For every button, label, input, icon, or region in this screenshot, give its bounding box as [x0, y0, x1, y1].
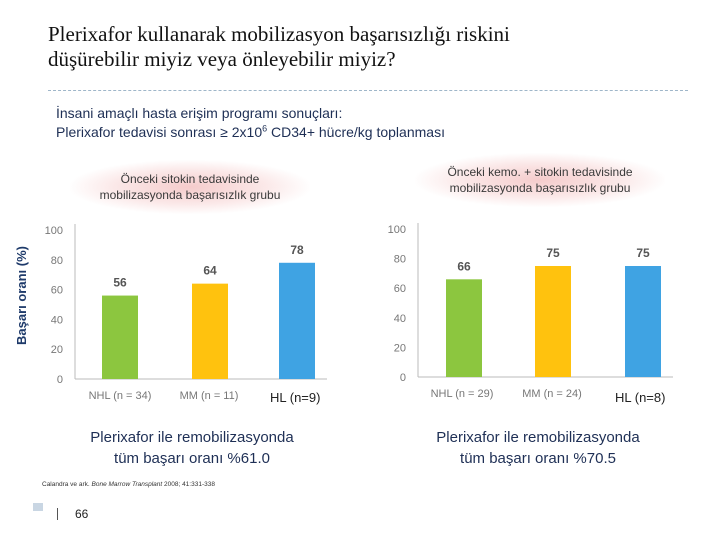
- left-category-label: MM (n = 11): [180, 390, 239, 402]
- right-bar: [446, 279, 482, 377]
- slide-title: Plerixafor kullanarak mobilizasyon başar…: [48, 22, 688, 72]
- right-bar-value-label: 75: [546, 246, 560, 260]
- right-category-label: NHL (n = 29): [431, 388, 494, 400]
- left-result: Plerixafor ile remobilizasyonda tüm başa…: [72, 427, 312, 469]
- left-y-tick-label: 20: [51, 344, 63, 356]
- right-result-line-2: tüm başarı oranı %70.5: [460, 450, 616, 467]
- left-y-tick-label: 40: [51, 314, 63, 326]
- title-line-2: düşürebilir miyiz veya önleyebilir miyiz…: [48, 47, 396, 71]
- right-y-tick-label: 0: [400, 372, 406, 384]
- subtitle-superscript: 6: [262, 123, 268, 134]
- left-y-tick-label: 80: [51, 255, 63, 267]
- right-bar: [625, 266, 661, 377]
- right-bar-value-label: 66: [457, 259, 471, 273]
- left-bar-value-label: 56: [113, 276, 127, 290]
- left-bar: [279, 262, 315, 379]
- right-category-label: MM (n = 24): [522, 388, 582, 400]
- reference-details: 2008; 41:331-338: [162, 481, 215, 488]
- left-bar: [192, 283, 228, 379]
- left-panel-header: Önceki sitokin tedavisinde mobilizasyond…: [70, 160, 310, 214]
- footer-divider: [57, 508, 58, 520]
- right-y-tick-label: 80: [394, 254, 406, 266]
- left-hl-label: HL (n=9): [270, 390, 321, 405]
- reference-journal: Bone Marrow Transplant: [91, 481, 163, 488]
- left-result-line-1: Plerixafor ile remobilizasyonda: [90, 429, 294, 446]
- subtitle: İnsani amaçlı hasta erişim programı sonu…: [56, 104, 445, 142]
- title-line-1: Plerixafor kullanarak mobilizasyon başar…: [48, 22, 510, 46]
- right-bar-value-label: 75: [636, 246, 650, 260]
- right-hl-label: HL (n=8): [615, 390, 666, 405]
- right-y-tick-label: 20: [394, 342, 406, 354]
- left-bar: [102, 295, 138, 379]
- left-bar-value-label: 64: [203, 264, 217, 278]
- subtitle-line-2-post: CD34+ hücre/kg toplanması: [267, 124, 445, 140]
- left-y-tick-label: 100: [45, 225, 63, 237]
- title-divider: [48, 90, 688, 91]
- left-header-line-2: mobilizasyonda başarısızlık grubu: [99, 188, 281, 202]
- subtitle-line-2-pre: Plerixafor tedavisi sonrası ≥ 2x10: [56, 124, 263, 140]
- left-result-line-2: tüm başarı oranı %61.0: [114, 450, 270, 467]
- right-result-line-1: Plerixafor ile remobilizasyonda: [436, 429, 640, 446]
- reference-authors: Calandra ve ark.: [42, 481, 92, 488]
- right-y-tick-label: 60: [394, 283, 406, 295]
- right-y-tick-label: 40: [394, 313, 406, 325]
- right-header-line-1: Önceki kemo. + sitokin tedavisinde: [447, 165, 633, 179]
- page-number: 66: [75, 507, 89, 521]
- reference-citation: Calandra ve ark. Bone Marrow Transplant …: [42, 481, 215, 488]
- right-header-line-2: mobilizasyonda başarısızlık grubu: [449, 181, 631, 195]
- left-bar-value-label: 78: [290, 243, 304, 257]
- left-y-tick-label: 0: [57, 374, 63, 386]
- right-y-tick-label: 100: [388, 224, 406, 236]
- right-bar: [535, 266, 571, 377]
- left-y-tick-label: 60: [51, 285, 63, 297]
- left-category-label: NHL (n = 34): [89, 390, 152, 402]
- left-header-line-1: Önceki sitokin tedavisinde: [120, 172, 260, 186]
- right-panel-header: Önceki kemo. + sitokin tedavisinde mobil…: [415, 153, 665, 207]
- slide-marker: [33, 503, 43, 511]
- right-result: Plerixafor ile remobilizasyonda tüm başa…: [418, 427, 658, 469]
- subtitle-line-2: Plerixafor tedavisi sonrası ≥ 2x106 CD34…: [56, 123, 445, 142]
- subtitle-line-1: İnsani amaçlı hasta erişim programı sonu…: [56, 105, 343, 121]
